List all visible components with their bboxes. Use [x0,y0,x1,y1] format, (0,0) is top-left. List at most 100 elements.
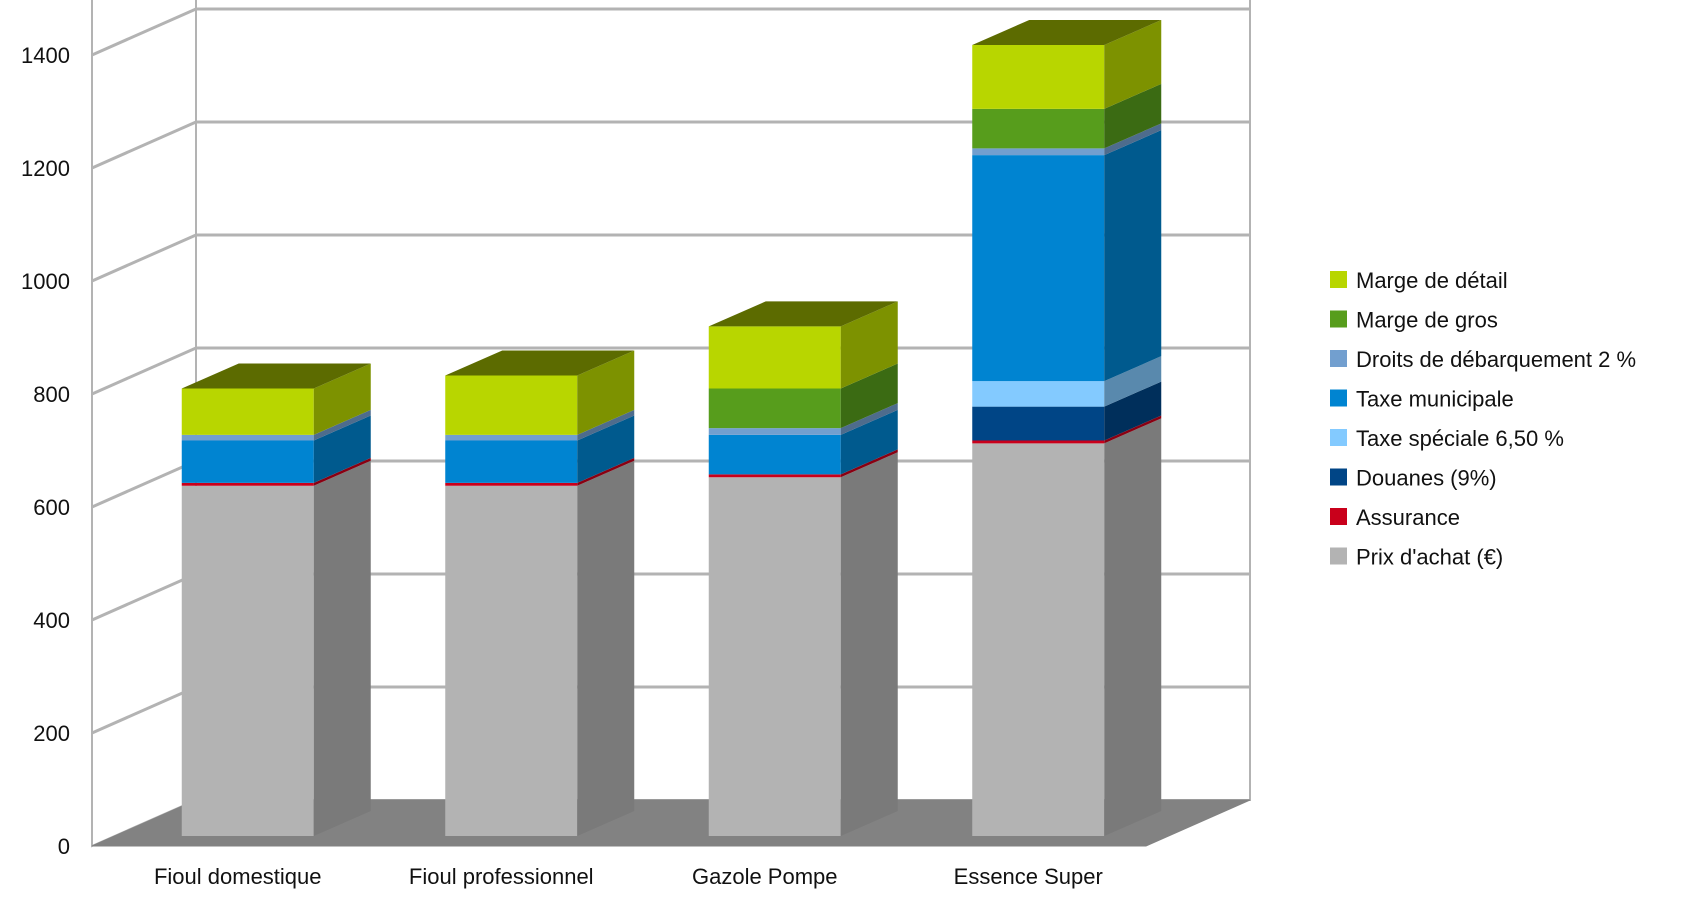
bar-segment-side [1104,381,1162,441]
bar-segment-side [577,457,635,486]
bar-segment-side [577,350,635,435]
bar-segment [708,301,898,389]
legend-swatch [1330,429,1347,446]
bar-segment-side [1104,415,1162,444]
bar-segment-side [840,403,898,435]
bar-segment-side [1104,418,1162,836]
legend-swatch [1330,468,1347,486]
legend-item: Prix d'achat (€) [1330,545,1503,570]
bar-segment [972,381,1162,441]
legend-label: Prix d'achat (€) [1356,545,1503,570]
y-tick-label: 200 [33,721,70,746]
gridline [91,120,1250,170]
legend-swatch [1330,508,1347,525]
bar-segment-front [181,388,314,435]
bar-segment-front [708,388,841,429]
side-wall [91,0,197,848]
bar-segment-front [972,440,1105,444]
bar-segment-front [445,434,578,441]
bar-segment-front [972,108,1105,149]
legend-label: Droits de débarquement 2 % [1356,347,1636,372]
bar-segment [972,356,1162,407]
bar-segment [708,363,898,429]
plot-floor [91,799,1251,847]
legend-swatch [1330,271,1347,288]
y-tick-label: 1000 [21,269,70,294]
legend-label: Marge de gros [1356,308,1498,333]
bar-segment-front [972,381,1105,407]
bar-segment-side [313,409,371,441]
y-tick-label: 800 [33,382,70,407]
legend-item: Assurance [1330,505,1460,530]
bar-top [181,363,371,389]
bar-segment-front [972,443,1105,836]
bar-segment-front [445,482,578,486]
gridline [91,7,1250,57]
bar-segment-front [181,482,314,486]
bar-segment-side [840,363,898,429]
legend-swatch [1330,350,1347,367]
gridline [91,346,1250,396]
bar-segment-side [1104,356,1162,407]
legend-item: Douanes (9%) [1330,466,1497,491]
bar-segment-side [313,460,371,836]
bar-segment [972,130,1162,382]
bar-segment-front [181,485,314,836]
category-label: Fioul domestique [154,864,322,889]
legend-swatch [1330,310,1347,328]
legend-item: Taxe municipale [1330,387,1514,412]
bar-segment [972,415,1162,444]
bar-top [708,301,898,327]
x-axis: Fioul domestique Fioul professionnel Gazol… [154,864,1103,889]
legend-swatch [1330,547,1347,565]
y-tick-label: 1200 [21,156,70,181]
bar-segment-side [840,452,898,836]
bar-segment-front [445,440,578,483]
bar-segment-side [1104,123,1162,156]
bar-segment [181,460,371,836]
legend-label: Taxe spéciale 6,50 % [1356,426,1564,451]
y-tick-label: 600 [33,495,70,520]
bar-segment [708,403,898,435]
bar-segment-front [445,375,578,435]
bar-segment [181,409,371,441]
legend: Marge de détail Marge de gros Droits de dé… [1330,268,1636,570]
bar-segment [972,123,1162,156]
legend-label: Taxe municipale [1356,387,1514,412]
bar-segment-front [181,434,314,441]
bar-segment [445,409,635,441]
bar-segment [708,452,898,836]
category-label: Essence Super [954,864,1103,889]
bar-segment-side [1104,83,1162,149]
legend-label: Assurance [1356,505,1460,530]
bar-segment-front [708,428,841,435]
bar-top [972,20,1162,45]
legend-item: Taxe spéciale 6,50 % [1330,426,1564,451]
bar-segment-side [577,415,635,483]
bar-segment-side [313,415,371,483]
y-tick-label: 400 [33,608,70,633]
bar-segment-front [445,485,578,836]
bar-segment-front [972,45,1105,109]
bar-segment-side [577,409,635,441]
bar-segment [445,457,635,486]
legend-item: Marge de gros [1330,308,1498,333]
bar-segment-front [972,148,1105,156]
bar-segment [181,415,371,483]
y-tick-label: 0 [58,834,70,859]
legend-label: Marge de détail [1356,268,1508,293]
floor [91,799,1251,847]
bar-segment-side [840,409,898,475]
bar-segment [445,415,635,483]
category-label: Gazole Pompe [692,864,838,889]
bar-segment-side [577,460,635,836]
bar-segment [181,457,371,486]
bar-segment-front [972,406,1105,441]
bar-top [445,350,635,376]
bar-segment-side [1104,130,1162,382]
bar-segment-front [708,326,841,389]
bar-segment [445,460,635,836]
bar-segment-front [708,477,841,836]
bar-segment-front [708,474,841,478]
bar-segment [708,449,898,478]
